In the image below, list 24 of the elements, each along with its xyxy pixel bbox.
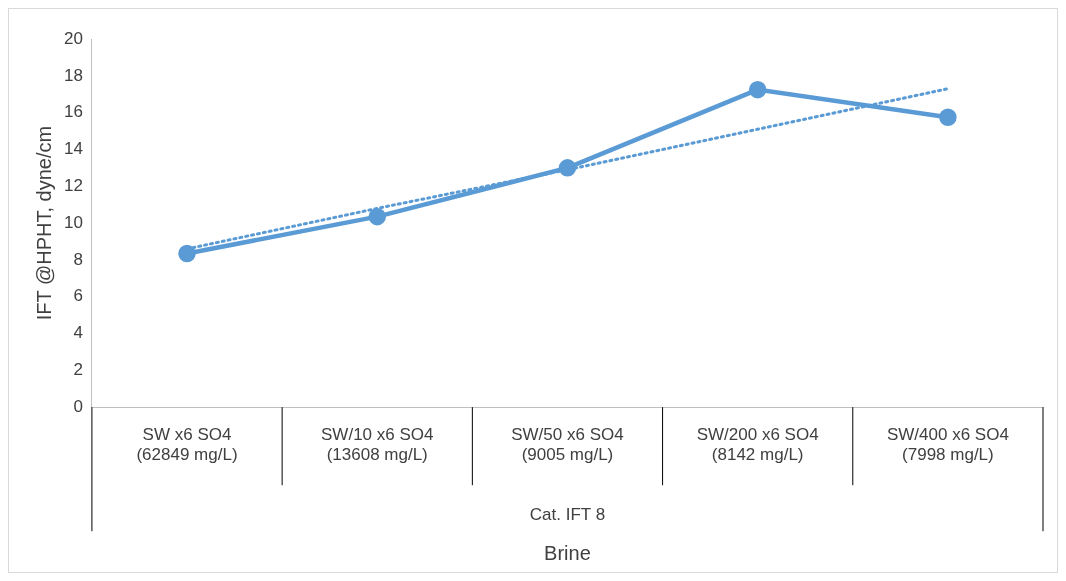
y-tick-label: 8 <box>73 249 83 269</box>
x-tick-label: SW/10 x6 SO4 (13608 mg/L) <box>321 425 434 465</box>
y-tick-label: 10 <box>63 212 83 232</box>
point <box>558 159 577 177</box>
y-tick-label: 0 <box>73 396 83 416</box>
y-tick-label: 16 <box>63 102 83 122</box>
y-axis-title: IFT @HPHT, dyne/cm <box>32 125 55 321</box>
x-axis-title: Brine <box>544 541 591 564</box>
point <box>368 207 386 226</box>
point <box>748 80 767 99</box>
point <box>939 108 957 126</box>
x-tick-label: SW/400 x6 SO4 (7998 mg/L) <box>886 425 1009 465</box>
x-tick-label: SW x6 SO4 (62849 mg/L) <box>136 425 238 465</box>
y-tick-label: 18 <box>63 65 83 85</box>
y-tick-label: 12 <box>63 175 83 195</box>
y-tick-label: 4 <box>73 323 83 343</box>
y-tick-label: 14 <box>63 139 83 159</box>
point <box>178 244 196 263</box>
y-tick-label: 6 <box>73 286 83 306</box>
y-tick-label: 2 <box>73 360 83 380</box>
x-tick-label: SW/50 x6 SO4 (9005 mg/L) <box>511 425 624 465</box>
text: Cat. IFT 8 <box>529 504 606 524</box>
x-tick-label: SW/200 x6 SO4 (8142 mg/L) <box>696 425 819 465</box>
y-tick-label: 20 <box>63 28 83 48</box>
